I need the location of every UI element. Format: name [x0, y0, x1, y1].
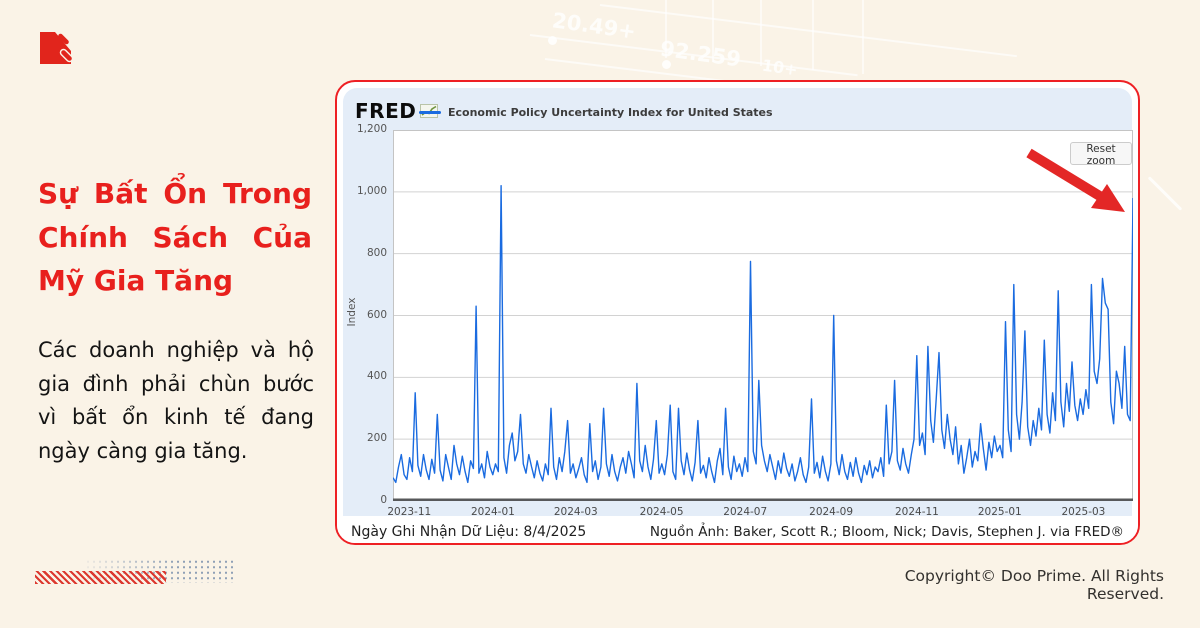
- doo-prime-logo-icon: [40, 32, 74, 64]
- chart-legend: Economic Policy Uncertainty Index for Un…: [419, 106, 773, 119]
- deco-hatch-bar: [35, 571, 166, 584]
- brand-logo: [36, 26, 80, 70]
- chart-card: FRED Economic Policy Uncertainty Index f…: [335, 80, 1140, 545]
- data-record-date-text: Ngày Ghi Nhận Dữ Liệu: 8/4/2025: [351, 523, 587, 540]
- y-axis-tick-label: 400: [366, 370, 387, 383]
- watermark-number: 92.259: [658, 36, 743, 72]
- watermark-dot: [548, 36, 557, 45]
- y-axis-tick-label: 1,200: [356, 123, 387, 135]
- watermark-slash: [1147, 176, 1183, 211]
- x-axis-tick-label: 2025-01: [977, 506, 1022, 518]
- legend-line-swatch: [419, 111, 441, 114]
- x-axis-tick-label: 2024-01: [470, 506, 515, 518]
- watermark-line: [812, 0, 814, 70]
- x-axis-tick-label: 2025-03: [1061, 506, 1106, 518]
- chart-line: [393, 185, 1133, 484]
- plot-area[interactable]: [393, 130, 1133, 501]
- watermark-line: [862, 0, 864, 74]
- intro-paragraph: Các doanh nghiệp và hộ gia đình phải chù…: [38, 338, 314, 463]
- watermark-line: [760, 0, 762, 66]
- x-axis-line: [393, 498, 1133, 501]
- x-axis-tick-label: 2024-07: [723, 506, 768, 518]
- y-axis-tick-label: 1,000: [356, 184, 387, 197]
- fred-logo-text: FRED: [355, 99, 417, 123]
- x-axis-tick-label: 2024-03: [553, 506, 598, 518]
- watermark-line: [599, 4, 1017, 57]
- x-axis-tick-label: 2024-11: [894, 506, 939, 518]
- reset-zoom-button[interactable]: Reset zoom: [1070, 142, 1132, 167]
- watermark-line: [665, 0, 667, 58]
- x-axis-tick-label: 2024-05: [639, 506, 684, 518]
- watermark-line: [529, 34, 858, 76]
- y-axis-tick-label: 0: [380, 494, 387, 506]
- y-axis-tick-label: 600: [366, 308, 387, 321]
- watermark-line: [712, 0, 714, 62]
- x-axis-tick-label: 2024-09: [809, 506, 854, 518]
- y-axis-tick-label: 200: [366, 432, 387, 445]
- page-title: Sự Bất Ổn Trong Chính Sách Của Mỹ Gia Tă…: [38, 177, 312, 298]
- legend-label: Economic Policy Uncertainty Index for Un…: [448, 106, 773, 119]
- x-axis-tick-label: 2023-11: [387, 506, 432, 518]
- source-attribution-text: Nguồn Ảnh: Baker, Scott R.; Bloom, Nick;…: [649, 523, 1124, 540]
- fred-chart-area: FRED Economic Policy Uncertainty Index f…: [343, 88, 1133, 518]
- copyright-text: Copyright© Doo Prime. All Rights Reserve…: [904, 567, 1164, 603]
- watermark-dot: [662, 60, 671, 69]
- chart-card-footer: Ngày Ghi Nhận Dữ Liệu: 8/4/2025 Nguồn Ản…: [337, 516, 1138, 543]
- watermark-number: 20.49+: [550, 8, 638, 44]
- watermark-number: 10+: [760, 55, 799, 80]
- y-axis-tick-label: 800: [366, 246, 387, 259]
